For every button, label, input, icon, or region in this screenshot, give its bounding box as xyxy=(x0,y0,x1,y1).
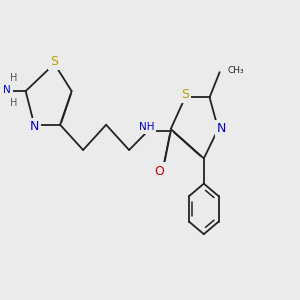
Text: S: S xyxy=(50,55,59,68)
Text: H: H xyxy=(10,73,17,83)
Text: O: O xyxy=(154,164,164,178)
Text: S: S xyxy=(181,88,189,100)
Text: H: H xyxy=(10,98,17,108)
Text: N: N xyxy=(3,85,11,95)
Text: NH: NH xyxy=(139,122,154,132)
Text: N: N xyxy=(30,120,39,134)
Text: CH₃: CH₃ xyxy=(228,66,244,75)
Text: N: N xyxy=(217,122,226,136)
